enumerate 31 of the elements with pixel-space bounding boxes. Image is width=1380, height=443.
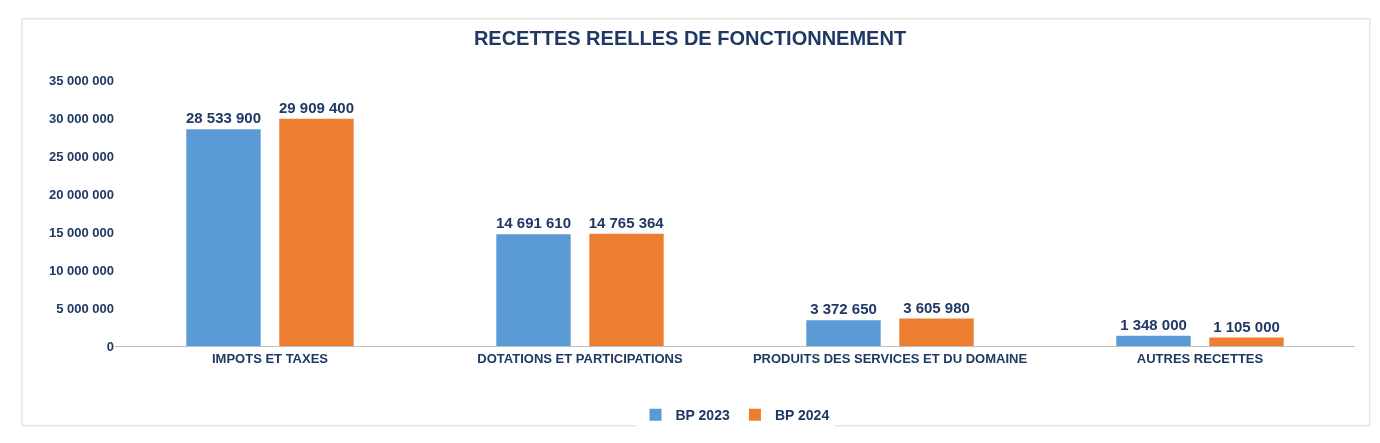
y-tick-label: 25 000 000 — [48, 148, 114, 164]
data-label: 1 105 000 — [1213, 317, 1280, 335]
y-tick-label: 0 — [106, 338, 114, 354]
x-tick-label: IMPOTS ET TAXES — [211, 350, 329, 366]
bar — [806, 320, 881, 346]
data-label: 14 691 610 — [495, 214, 572, 232]
data-label: 1 348 000 — [1120, 315, 1187, 333]
y-tick-label: 35 000 000 — [48, 72, 114, 88]
bar — [1116, 335, 1191, 346]
bar — [589, 233, 664, 346]
y-tick-label: 10 000 000 — [48, 262, 114, 278]
legend-label: BP 2023 — [675, 407, 730, 424]
bar — [899, 318, 974, 346]
bar — [496, 234, 571, 346]
bar — [186, 129, 261, 346]
data-label: 14 765 364 — [588, 213, 665, 231]
x-tick-label: AUTRES RECETTES — [1136, 350, 1264, 366]
x-tick-label: PRODUITS DES SERVICES ET DU DOMAINE — [752, 350, 1028, 366]
bar — [279, 118, 354, 346]
y-tick-label: 30 000 000 — [48, 110, 114, 126]
y-tick-label: 15 000 000 — [48, 224, 114, 240]
x-tick-label: DOTATIONS ET PARTICIPATIONS — [477, 350, 683, 366]
chart-title: RECETTES REELLES DE FONCTIONNEMENT — [473, 27, 907, 50]
data-label: 29 909 400 — [278, 98, 355, 116]
bar — [1209, 337, 1284, 346]
data-label: 3 605 980 — [903, 298, 970, 316]
data-label: 28 533 900 — [185, 109, 262, 127]
y-tick-label: 20 000 000 — [48, 186, 114, 202]
data-label: 3 372 650 — [810, 300, 877, 318]
legend-label: BP 2024 — [774, 407, 830, 424]
y-tick-label: 5 000 000 — [56, 300, 114, 316]
